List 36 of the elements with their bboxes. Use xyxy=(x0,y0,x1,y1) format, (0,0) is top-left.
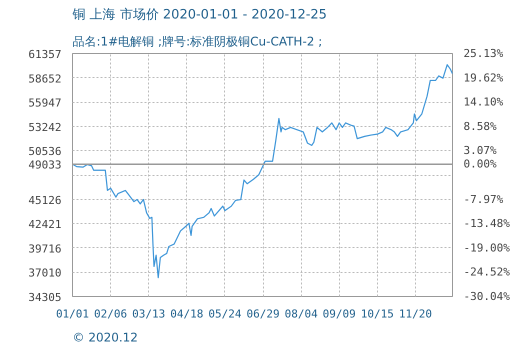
x-tick-label: 01/01 xyxy=(56,308,90,320)
y2-tick-label: 3.07% xyxy=(464,144,497,158)
x-tick-label: 02/06 xyxy=(94,308,128,320)
y-tick-label: 58652 xyxy=(28,72,62,86)
x-tick-label: 09/09 xyxy=(322,308,356,320)
y-tick-label: 45126 xyxy=(28,194,62,207)
chart-subtitle: 品名:1#电解铜 ;牌号:标准阴极铜Cu-CATH-2 ; xyxy=(72,34,322,48)
y2-tick-label: -19.00% xyxy=(464,241,510,254)
y-tick-label: 34305 xyxy=(28,291,62,304)
x-tick-label: 04/18 xyxy=(170,308,204,320)
y2-tick-label: -7.97% xyxy=(464,192,504,206)
x-tick-label: 11/20 xyxy=(398,308,432,320)
x-tick-label: 06/29 xyxy=(246,308,280,320)
x-tick-label: 05/24 xyxy=(208,308,242,320)
y2-tick-label: 25.13% xyxy=(464,47,504,60)
x-tick-label: 08/04 xyxy=(284,308,318,320)
y2-tick-label: 8.58% xyxy=(464,120,497,133)
x-tick-label: 10/15 xyxy=(360,308,394,320)
y-tick-label: 42421 xyxy=(28,218,62,232)
y-tick-label: 61357 xyxy=(28,48,62,61)
y-tick-label: 37010 xyxy=(28,266,62,280)
text: © 2020.12 xyxy=(72,330,138,344)
y-tick-label: 49033 xyxy=(28,158,62,172)
y2-tick-label: -24.52% xyxy=(464,266,510,279)
y-tick-label: 50536 xyxy=(28,145,62,158)
y-tick-label: 53242 xyxy=(28,120,62,134)
y2-tick-label: 0.00% xyxy=(464,158,497,171)
y-tick-label: 39716 xyxy=(28,242,62,256)
chart-title: 铜 上海 市场价 2020-01-01 - 2020-12-25 xyxy=(72,8,327,22)
line-series xyxy=(72,64,452,278)
y2-tick-label: 14.10% xyxy=(464,96,504,109)
y2-tick-label: 19.62% xyxy=(464,71,504,84)
y2-tick-label: -30.04% xyxy=(464,290,510,303)
y2-tick-label: -13.48% xyxy=(464,217,510,230)
x-tick-label: 03/13 xyxy=(132,308,166,320)
y-tick-label: 55947 xyxy=(28,96,62,110)
